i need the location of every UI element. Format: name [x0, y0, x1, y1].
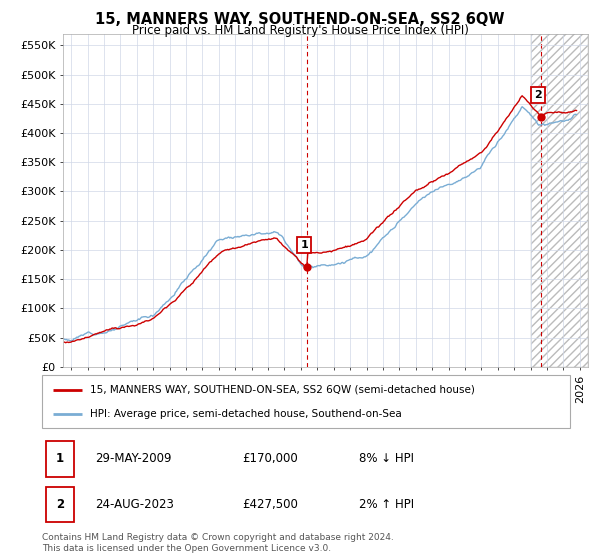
FancyBboxPatch shape [46, 487, 74, 522]
Text: Contains HM Land Registry data © Crown copyright and database right 2024.
This d: Contains HM Land Registry data © Crown c… [42, 533, 394, 553]
Text: 2: 2 [534, 90, 542, 100]
Text: 2% ↑ HPI: 2% ↑ HPI [359, 498, 414, 511]
Text: 2: 2 [56, 498, 64, 511]
Text: 1: 1 [300, 240, 308, 250]
Text: 15, MANNERS WAY, SOUTHEND-ON-SEA, SS2 6QW (semi-detached house): 15, MANNERS WAY, SOUTHEND-ON-SEA, SS2 6Q… [89, 385, 475, 395]
Text: 8% ↓ HPI: 8% ↓ HPI [359, 452, 414, 465]
Text: £170,000: £170,000 [242, 452, 298, 465]
Text: £427,500: £427,500 [242, 498, 299, 511]
Text: 15, MANNERS WAY, SOUTHEND-ON-SEA, SS2 6QW: 15, MANNERS WAY, SOUTHEND-ON-SEA, SS2 6Q… [95, 12, 505, 27]
Text: 29-MAY-2009: 29-MAY-2009 [95, 452, 172, 465]
Text: HPI: Average price, semi-detached house, Southend-on-Sea: HPI: Average price, semi-detached house,… [89, 409, 401, 419]
FancyBboxPatch shape [46, 441, 74, 477]
Text: Price paid vs. HM Land Registry's House Price Index (HPI): Price paid vs. HM Land Registry's House … [131, 24, 469, 36]
Text: 24-AUG-2023: 24-AUG-2023 [95, 498, 173, 511]
FancyBboxPatch shape [42, 375, 570, 428]
Text: 1: 1 [56, 452, 64, 465]
